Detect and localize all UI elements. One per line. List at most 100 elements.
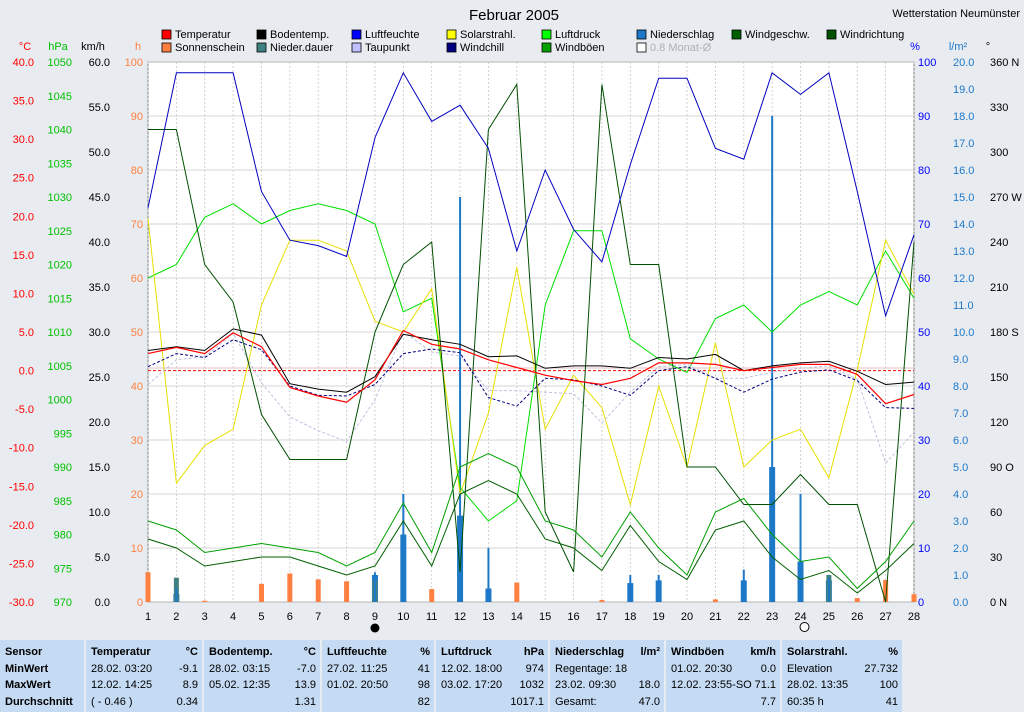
x-tick: 6 (287, 611, 293, 623)
precip-axis-tick: 8.0 (953, 381, 968, 393)
legend-luftfeuchte-label: Luftfeuchte (365, 29, 419, 41)
direction-axis-tick: 150 (990, 372, 1008, 384)
stat-column-niederschlag: Niederschlag l/m² Regentage: 18 23.02. 09:3… (550, 640, 666, 712)
temp-axis-tick: 40.0 (13, 57, 34, 69)
stat-value: 27.732 (864, 662, 898, 675)
x-tick: 27 (880, 611, 892, 623)
stat-time: 01.02. 20:50 (327, 679, 389, 691)
direction-axis-tick: 300 (990, 147, 1008, 159)
legend-luftdruck-swatch (541, 29, 552, 40)
line-series (147, 71, 915, 603)
direction-axis-tick: 360 N (990, 57, 1019, 69)
sunshine-bar (202, 600, 208, 602)
legend-bodentemp--swatch (256, 29, 267, 40)
row-label-avg: Durchschnitt (5, 695, 73, 708)
precip-axis-tick: 7.0 (953, 408, 968, 420)
x-tick: 9 (372, 611, 378, 623)
precip-axis-tick: 12.0 (953, 273, 974, 285)
wind-axis-tick: 0.0 (95, 597, 110, 609)
precip-axis-tick: 2.0 (953, 543, 968, 555)
precip-axis-tick: 1.0 (953, 570, 968, 582)
humidity-axis-tick: 0 (918, 597, 924, 609)
sun-axis-tick: 90 (131, 111, 143, 123)
stat-time: ( - 0.46 ) (91, 695, 133, 708)
direction-axis-tick: 0 N (990, 597, 1007, 609)
humidity-axis-tick: 40 (918, 381, 930, 393)
pressure-axis-tick: 1020 (48, 260, 72, 272)
x-tick: 22 (738, 611, 750, 623)
pressure-axis-tick: 1040 (48, 125, 72, 137)
legend-niederschlag-swatch (636, 29, 647, 40)
stat-column-temperatur: Temperatur °C 28.02. 03:20 -9.1 12.02. 14:25… (86, 640, 204, 712)
chart-title: Februar 2005 (469, 7, 559, 24)
pressure-axis-tick: 1005 (48, 361, 72, 373)
stat-value: 41 (417, 662, 430, 675)
stat-header: Solarstrahl. (787, 646, 848, 658)
x-tick: 19 (653, 611, 665, 623)
stat-time: 01.02. 20:30 (671, 662, 733, 675)
wind-axis-tick: 5.0 (95, 552, 110, 564)
legend-windb-en-swatch (541, 42, 552, 53)
direction-axis-tick: 30 (990, 552, 1002, 564)
pressure-axis-tick: 1045 (48, 91, 72, 103)
legend-windchill-swatch (446, 42, 457, 53)
precip-axis-tick: 18.0 (953, 111, 974, 123)
sunshine-bar (854, 598, 860, 602)
direction-axis-tick: 210 (990, 282, 1008, 294)
sun-axis-tick: 50 (131, 327, 143, 339)
temp-axis-tick: 10.0 (13, 288, 34, 300)
legend-niederschlag-label: Niederschlag (650, 29, 714, 41)
axis-unit: km/h (81, 41, 105, 53)
pressure-axis-tick: 1030 (48, 192, 72, 204)
pressure-axis-tick: 1025 (48, 226, 72, 238)
sunshine-bar (599, 600, 605, 602)
stat-value: -9.1 (179, 662, 198, 675)
stat-column-luftdruck: Luftdruck hPa 12.02. 18:00 974 03.02. 17:20 1… (436, 640, 550, 712)
wind-axis-tick: 35.0 (89, 282, 110, 294)
stat-unit: l/m² (640, 646, 660, 658)
humidity-axis-tick: 100 (918, 57, 936, 69)
x-tick: 5 (258, 611, 264, 623)
legend-0-8-monat--swatch (636, 42, 647, 53)
x-tick: 11 (426, 611, 437, 623)
legend-temperatur-swatch (161, 29, 172, 40)
line-bodentemp- (147, 328, 915, 393)
legend-bodentemp--label: Bodentemp. (270, 29, 329, 41)
stat-value: 18.0 (638, 679, 660, 691)
legend-taupunkt-swatch (351, 42, 362, 53)
row-label-max: MaxWert (5, 679, 51, 691)
stat-column-windb-en: Windböen km/h 01.02. 20:30 0.0 12.02. 23:55-… (666, 640, 782, 712)
stat-unit: hPa (523, 646, 544, 658)
precip-axis-tick: 16.0 (953, 165, 974, 177)
temp-axis-tick: 30.0 (13, 134, 34, 146)
stat-value: 1.31 (294, 695, 316, 708)
pressure-axis-tick: 985 (54, 496, 72, 508)
precip-axis-tick: 13.0 (953, 246, 974, 258)
stat-value: 100 (879, 679, 898, 691)
stat-value: 1017.1 (510, 695, 544, 708)
sunshine-bar (258, 583, 264, 602)
stat-header: Niederschlag (555, 646, 625, 658)
sun-axis-tick: 60 (131, 273, 143, 285)
precip-axis-tick: 15.0 (953, 192, 974, 204)
axis-unit: °C (19, 41, 31, 53)
axis-unit: h (135, 41, 141, 53)
humidity-axis-tick: 80 (918, 165, 930, 177)
axis-unit: hPa (48, 41, 68, 53)
humidity-axis-tick: 90 (918, 111, 930, 123)
stat-value: 82 (417, 695, 430, 708)
stat-value: 47.0 (638, 695, 660, 708)
stat-time: 23.02. 09:30 (555, 679, 617, 691)
humidity-axis-tick: 10 (918, 543, 930, 555)
sunshine-bar (344, 581, 350, 602)
x-tick: 7 (315, 611, 321, 623)
x-tick: 10 (397, 611, 409, 623)
line-windb-en (147, 452, 915, 590)
legend-windrichtung-swatch (826, 29, 837, 40)
statistics-table: Sensor MinWert MaxWert Durchschnitt Temp… (0, 640, 1024, 712)
sunshine-bar (712, 599, 718, 602)
legend-windb-en-label: Windböen (555, 42, 605, 54)
x-tick: 3 (202, 611, 208, 623)
stat-header: Windböen (671, 646, 725, 658)
line-solarstrahl- (147, 218, 915, 507)
